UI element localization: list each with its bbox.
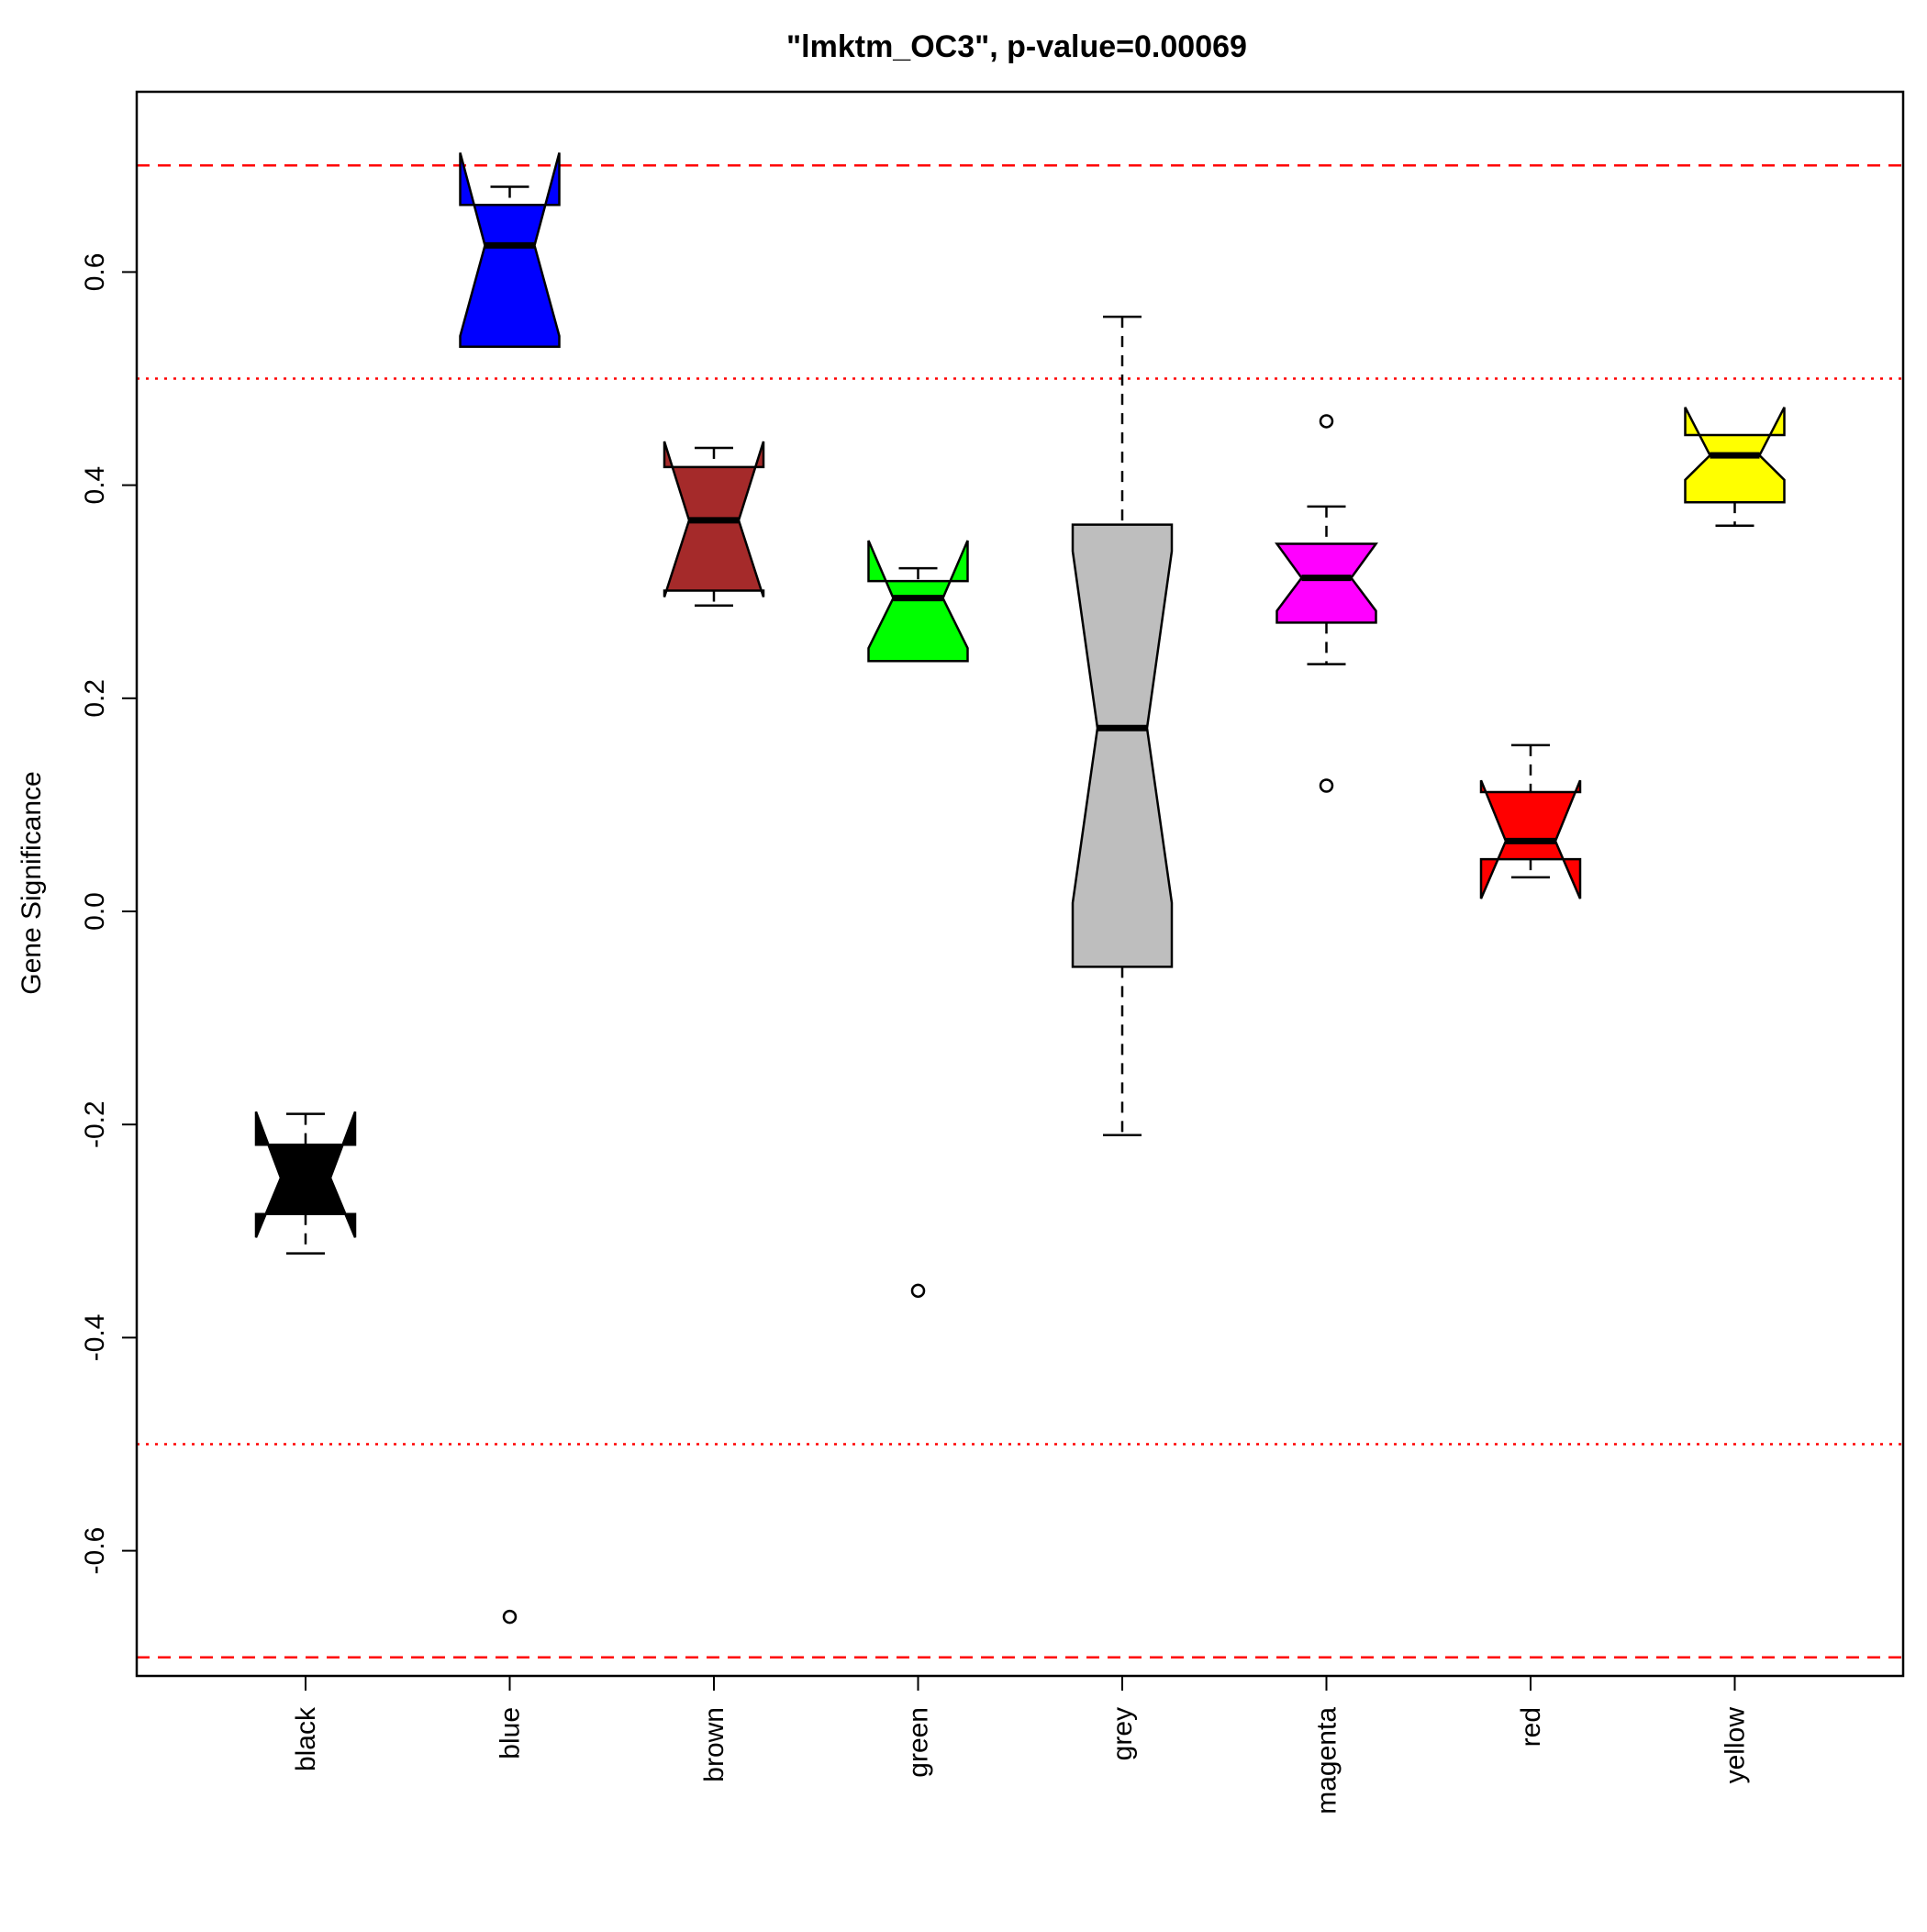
outlier-point (1319, 414, 1334, 429)
x-tick-label-green: green (904, 1707, 934, 1778)
box-body (1275, 542, 1378, 624)
box-blue (459, 152, 561, 1625)
y-tick-label: 0.4 (80, 466, 110, 505)
box-body (459, 152, 561, 348)
y-tick-label: -0.6 (80, 1527, 110, 1575)
x-tick-label-black: black (291, 1706, 321, 1771)
box-black (254, 1111, 357, 1255)
y-tick-label: 0.2 (80, 679, 110, 718)
outlier-point (502, 1609, 518, 1625)
box-green (867, 540, 969, 1299)
reference-lines (137, 164, 1903, 1658)
y-axis: -0.6 -0.4 -0.2 0.0 0.2 0.4 0.6 (80, 253, 137, 1575)
box-red (1479, 743, 1582, 899)
y-axis-label: Gene Significance (17, 771, 47, 995)
box-magenta (1275, 414, 1378, 793)
y-tick-label: -0.4 (80, 1314, 110, 1362)
boxes (254, 152, 1786, 1625)
chart-title: "lmktm_OC3", p-value=0.00069 (786, 29, 1247, 64)
outlier-point (910, 1283, 926, 1299)
y-tick-label: 0.0 (80, 892, 110, 931)
plot-frame (135, 90, 1905, 1678)
x-tick-label-blue: blue (496, 1707, 526, 1759)
x-tick-label-magenta: magenta (1312, 1707, 1342, 1815)
x-tick-label-red: red (1516, 1707, 1546, 1747)
x-tick-label-brown: brown (699, 1707, 730, 1782)
x-tick-label-yellow: yellow (1721, 1707, 1751, 1784)
outlier-point (1319, 778, 1334, 793)
box-yellow (1684, 407, 1786, 527)
y-tick-label: 0.6 (80, 253, 110, 292)
x-axis: black blue brown green grey magenta red yellow (291, 1676, 1751, 1815)
box-brown (663, 441, 765, 608)
box-body (1071, 523, 1174, 968)
box-grey (1071, 315, 1174, 1137)
x-tick-label-grey: grey (1108, 1707, 1138, 1760)
y-tick-label: -0.2 (80, 1100, 110, 1148)
